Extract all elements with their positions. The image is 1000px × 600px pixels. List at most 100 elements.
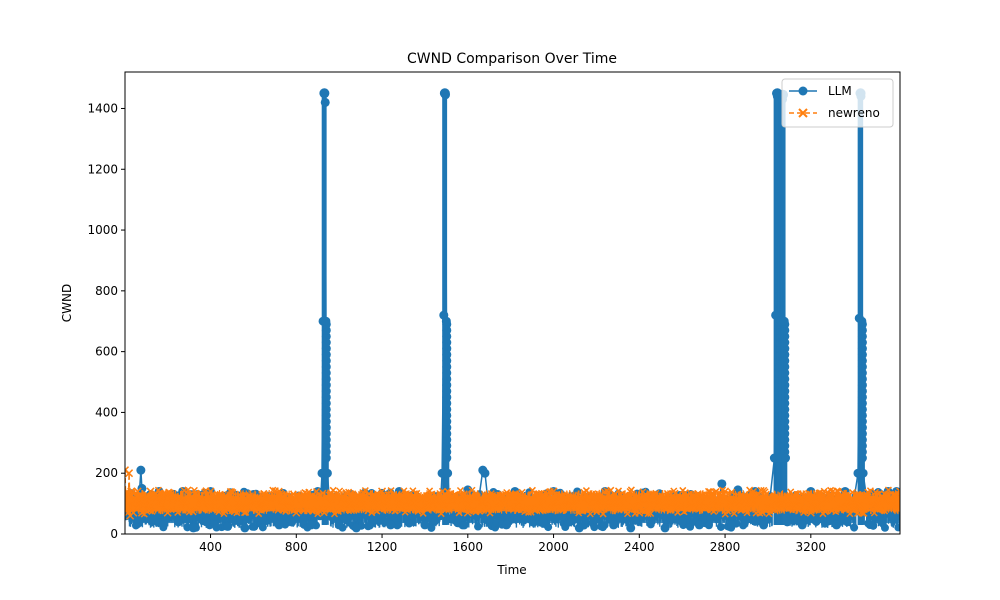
newreno-point: [368, 509, 376, 517]
newreno-point: [411, 499, 419, 507]
newreno-point: [681, 489, 689, 497]
llm-point: [858, 468, 868, 478]
y-tick-label: 0: [110, 527, 118, 541]
newreno-point: [324, 505, 332, 513]
newreno-point: [639, 488, 647, 496]
llm-point: [158, 520, 168, 530]
llm-point: [660, 523, 670, 533]
newreno-point: [364, 507, 372, 515]
newreno-point: [611, 498, 619, 506]
newreno-point: [571, 502, 579, 510]
newreno-point: [834, 487, 842, 495]
newreno-point: [848, 488, 856, 496]
y-tick-label: 1200: [87, 162, 118, 176]
newreno-point: [870, 509, 878, 517]
y-tick-label: 600: [95, 345, 118, 359]
newreno-point: [762, 490, 770, 498]
llm-point: [322, 468, 332, 478]
newreno-point: [383, 497, 391, 505]
newreno-point: [742, 497, 750, 505]
newreno-point: [658, 492, 666, 500]
llm-point: [646, 520, 655, 529]
newreno-point: [419, 509, 427, 517]
llm-point: [480, 468, 490, 478]
newreno-point: [432, 497, 440, 505]
newreno-point: [447, 496, 455, 504]
newreno-point: [625, 494, 633, 502]
newreno-point: [715, 501, 723, 509]
chart-title: CWND Comparison Over Time: [407, 51, 617, 67]
newreno-point: [189, 508, 197, 516]
newreno-point: [509, 493, 517, 501]
newreno-point: [627, 486, 635, 494]
newreno-point: [839, 489, 847, 497]
newreno-point: [463, 508, 472, 517]
newreno-point: [690, 504, 698, 512]
newreno-point: [273, 496, 281, 504]
y-axis-ticks: 0 200 400 600 800 1000 1200 1400: [87, 101, 125, 541]
newreno-point: [743, 509, 751, 517]
llm-point: [420, 520, 430, 530]
llm-point: [291, 511, 301, 521]
llm-point: [717, 479, 727, 489]
newreno-point: [567, 497, 575, 505]
newreno-point: [787, 488, 795, 496]
newreno-point: [174, 508, 182, 517]
llm-point: [726, 520, 736, 530]
newreno-point: [481, 503, 489, 511]
newreno-point: [318, 505, 326, 513]
newreno-point: [818, 500, 826, 508]
llm-point: [446, 514, 456, 524]
newreno-point: [146, 487, 155, 496]
newreno-point: [845, 503, 853, 511]
llm-point: [797, 520, 807, 530]
newreno-point: [137, 508, 146, 517]
newreno-point: [378, 487, 387, 496]
newreno-point: [623, 510, 632, 518]
newreno-point: [225, 501, 233, 509]
llm-point: [566, 517, 575, 526]
llm-point: [538, 517, 548, 527]
llm-point: [320, 97, 330, 107]
newreno-point: [697, 498, 705, 506]
newreno-point: [152, 490, 160, 498]
llm-point: [306, 520, 316, 530]
newreno-point: [321, 494, 330, 502]
llm-point: [351, 523, 361, 533]
llm-point: [590, 523, 599, 532]
newreno-point: [148, 507, 156, 515]
llm-point: [735, 512, 744, 521]
newreno-point: [553, 503, 561, 511]
newreno-point: [402, 504, 410, 512]
x-tick-label: 800: [285, 540, 308, 554]
newreno-point: [832, 508, 840, 516]
newreno-point: [363, 497, 371, 505]
newreno-point: [305, 488, 313, 496]
newreno-point: [740, 497, 749, 505]
newreno-point: [264, 502, 272, 510]
newreno-point: [163, 508, 172, 517]
newreno-point: [336, 487, 344, 495]
newreno-point: [672, 495, 680, 503]
x-axis-ticks: 400 800 1200 1600 2000 2400 2800 3200: [199, 534, 826, 554]
llm-point: [201, 517, 211, 527]
newreno-point: [468, 486, 476, 494]
newreno-point: [816, 489, 824, 497]
legend-label-newreno: newreno: [828, 106, 880, 120]
newreno-point: [586, 510, 594, 518]
newreno-point: [728, 488, 736, 496]
llm-point: [850, 523, 859, 532]
newreno-point: [549, 487, 558, 496]
llm-point: [223, 521, 233, 531]
x-tick-label: 2000: [538, 540, 569, 554]
newreno-point: [260, 489, 268, 497]
newreno-point: [534, 497, 542, 505]
x-tick-label: 1600: [453, 540, 484, 554]
llm-point: [188, 523, 198, 533]
llm-point: [574, 523, 584, 533]
llm-point: [600, 521, 609, 530]
newreno-point: [328, 495, 336, 503]
newreno-point: [453, 502, 461, 510]
x-tick-label: 400: [199, 540, 222, 554]
llm-point: [814, 514, 824, 524]
